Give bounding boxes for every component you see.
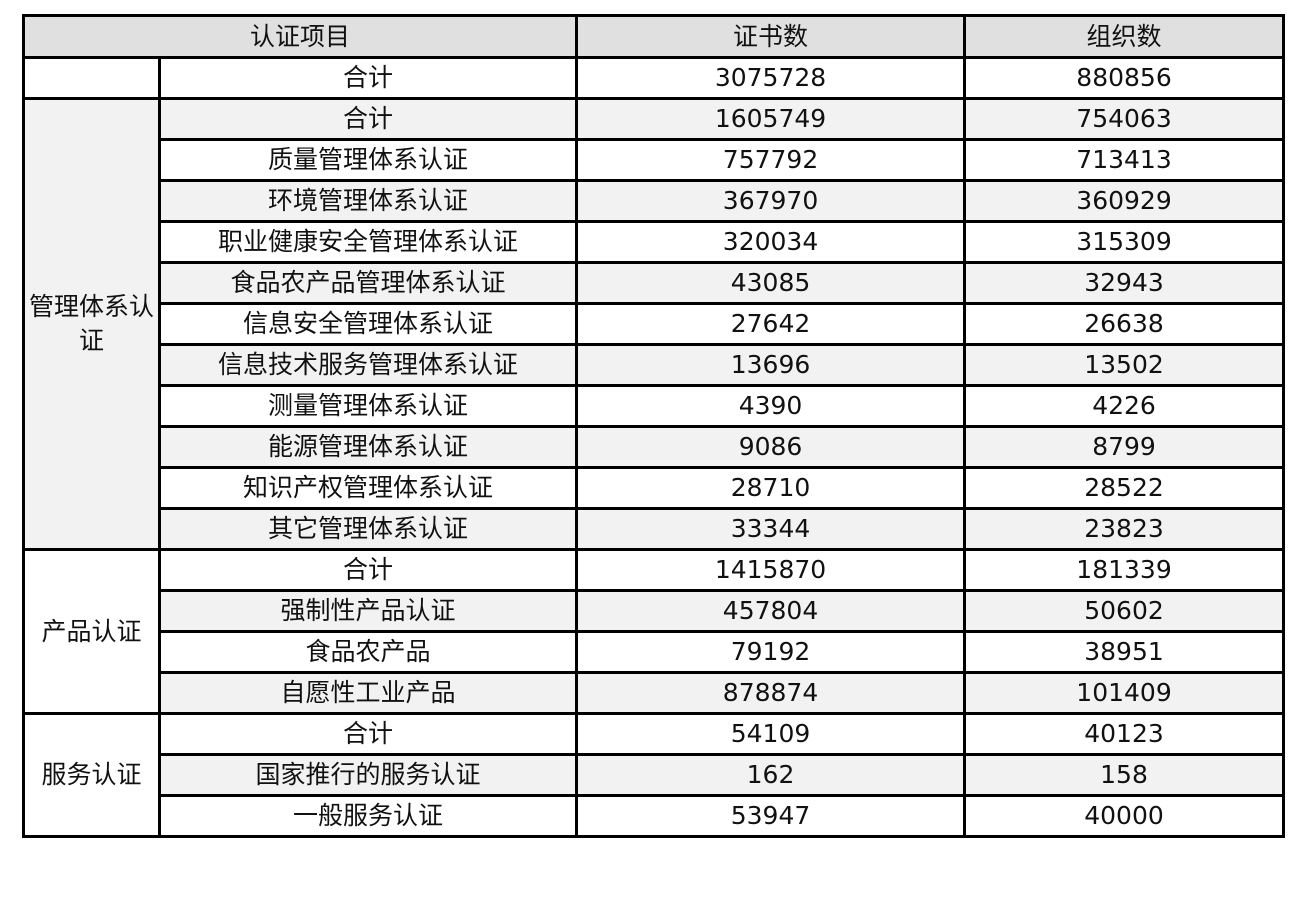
- item-label: 合计: [157, 56, 579, 100]
- organizations-value: 40000: [963, 794, 1286, 838]
- certificates-value: 33344: [575, 507, 967, 551]
- table-row: 服务认证 合计 54109 40123: [22, 712, 1286, 838]
- item-label: 能源管理体系认证: [157, 425, 579, 469]
- item-label: 合计: [157, 548, 579, 592]
- item-label: 一般服务认证: [157, 794, 579, 838]
- certificates-value: 367970: [575, 179, 967, 223]
- item-label: 信息技术服务管理体系认证: [157, 343, 579, 387]
- organizations-value: 28522: [963, 466, 1286, 510]
- item-label: 职业健康安全管理体系认证: [157, 220, 579, 264]
- item-label: 信息安全管理体系认证: [157, 302, 579, 346]
- certificates-value: 43085: [575, 261, 967, 305]
- organizations-value: 26638: [963, 302, 1286, 346]
- item-label: 强制性产品认证: [157, 589, 579, 633]
- header-organizations: 组织数: [963, 14, 1286, 59]
- organizations-value: 40123: [963, 712, 1286, 756]
- table-row: 能源管理体系认证 9086 8799: [24, 425, 1286, 469]
- item-label: 食品农产品: [157, 630, 579, 674]
- table-row: 环境管理体系认证 367970 360929: [24, 179, 1286, 223]
- table-row: 知识产权管理体系认证 28710 28522: [24, 466, 1286, 510]
- organizations-value: 315309: [963, 220, 1286, 264]
- certificates-value: 4390: [575, 384, 967, 428]
- table-row: 强制性产品认证 457804 50602: [24, 589, 1286, 633]
- organizations-value: 38951: [963, 630, 1286, 674]
- certificates-value: 9086: [575, 425, 967, 469]
- table-row: 自愿性工业产品 878874 101409: [24, 671, 1286, 715]
- certificates-value: 1605749: [575, 97, 967, 141]
- group-label: 服务认证: [22, 712, 161, 838]
- table-row: 一般服务认证 53947 40000: [24, 794, 1286, 838]
- certificates-value: 28710: [575, 466, 967, 510]
- item-label: 测量管理体系认证: [157, 384, 579, 428]
- table-row: 国家推行的服务认证 162 158: [24, 753, 1286, 797]
- header-row: 认证项目 证书数 组织数: [21, 14, 1286, 59]
- organizations-value: 360929: [963, 179, 1286, 223]
- certificates-value: 54109: [575, 712, 967, 756]
- table-row: 管理体系认证 合计 1605749 754063: [22, 97, 1286, 551]
- organizations-value: 23823: [963, 507, 1286, 551]
- organizations-value: 50602: [963, 589, 1286, 633]
- item-label: 合计: [157, 712, 579, 756]
- table-row: 测量管理体系认证 4390 4226: [24, 384, 1286, 428]
- table-row: 产品认证 合计 1415870 181339: [22, 548, 1286, 715]
- item-label: 食品农产品管理体系认证: [157, 261, 579, 305]
- certificates-value: 13696: [575, 343, 967, 387]
- organizations-value: 13502: [963, 343, 1286, 387]
- organizations-value: 158: [963, 753, 1286, 797]
- certificates-value: 53947: [575, 794, 967, 838]
- organizations-value: 181339: [963, 548, 1286, 592]
- table-row: 食品农产品管理体系认证 43085 32943: [24, 261, 1286, 305]
- item-label: 合计: [157, 97, 579, 141]
- certificates-value: 27642: [575, 302, 967, 346]
- certificates-value: 320034: [575, 220, 967, 264]
- table-row: 质量管理体系认证 757792 713413: [24, 138, 1286, 182]
- table-row: 食品农产品 79192 38951: [24, 630, 1286, 674]
- certificates-value: 162: [575, 753, 967, 797]
- item-label: 其它管理体系认证: [157, 507, 579, 551]
- total-row: 合计 3075728 880856: [22, 56, 1286, 100]
- certification-table: 认证项目 证书数 组织数 合计 3075728 880856 管理体系认证 合计 1…: [21, 14, 1286, 838]
- organizations-value: 880856: [963, 56, 1286, 100]
- organizations-value: 32943: [963, 261, 1286, 305]
- certificates-value: 3075728: [575, 56, 967, 100]
- certificates-value: 757792: [575, 138, 967, 182]
- organizations-value: 101409: [963, 671, 1286, 715]
- item-label: 质量管理体系认证: [157, 138, 579, 182]
- group-label: 管理体系认证: [22, 97, 161, 551]
- item-label: 知识产权管理体系认证: [157, 466, 579, 510]
- table-row: 其它管理体系认证 33344 23823: [24, 507, 1286, 551]
- table-row: 职业健康安全管理体系认证 320034 315309: [24, 220, 1286, 264]
- organizations-value: 8799: [963, 425, 1286, 469]
- table-row: 信息技术服务管理体系认证 13696 13502: [24, 343, 1286, 387]
- group-cell: [22, 56, 161, 100]
- header-item: 认证项目: [21, 14, 579, 59]
- organizations-value: 4226: [963, 384, 1286, 428]
- certificates-value: 878874: [575, 671, 967, 715]
- item-label: 环境管理体系认证: [157, 179, 579, 223]
- header-certificates: 证书数: [575, 14, 967, 59]
- table-row: 信息安全管理体系认证 27642 26638: [24, 302, 1286, 346]
- certificates-value: 1415870: [575, 548, 967, 592]
- item-label: 国家推行的服务认证: [157, 753, 579, 797]
- organizations-value: 713413: [963, 138, 1286, 182]
- certificates-value: 457804: [575, 589, 967, 633]
- certificates-value: 79192: [575, 630, 967, 674]
- group-label: 产品认证: [22, 548, 161, 715]
- item-label: 自愿性工业产品: [157, 671, 579, 715]
- organizations-value: 754063: [963, 97, 1286, 141]
